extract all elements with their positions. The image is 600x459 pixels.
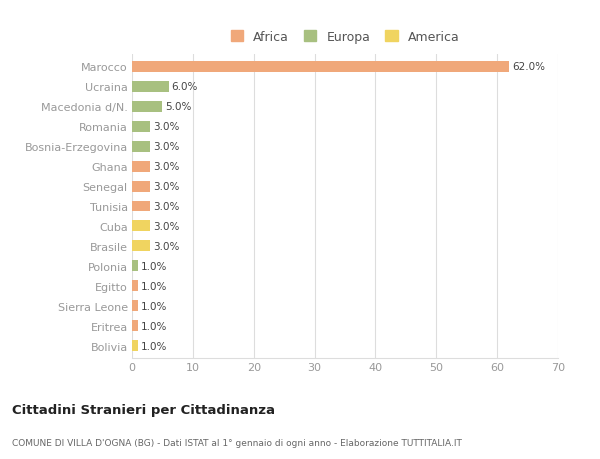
Bar bbox=[132, 161, 150, 172]
Text: COMUNE DI VILLA D'OGNA (BG) - Dati ISTAT al 1° gennaio di ogni anno - Elaborazio: COMUNE DI VILLA D'OGNA (BG) - Dati ISTAT… bbox=[12, 438, 462, 447]
Legend: Africa, Europa, America: Africa, Europa, America bbox=[230, 31, 460, 44]
Text: 1.0%: 1.0% bbox=[141, 281, 167, 291]
Text: 1.0%: 1.0% bbox=[141, 341, 167, 351]
Bar bbox=[132, 201, 150, 212]
Text: 3.0%: 3.0% bbox=[154, 162, 179, 172]
Text: 1.0%: 1.0% bbox=[141, 321, 167, 331]
Text: 3.0%: 3.0% bbox=[154, 202, 179, 212]
Text: 3.0%: 3.0% bbox=[154, 142, 179, 152]
Text: Cittadini Stranieri per Cittadinanza: Cittadini Stranieri per Cittadinanza bbox=[12, 403, 275, 416]
Bar bbox=[132, 341, 138, 352]
Text: 3.0%: 3.0% bbox=[154, 222, 179, 231]
Bar bbox=[132, 141, 150, 152]
Text: 6.0%: 6.0% bbox=[172, 82, 198, 92]
Bar bbox=[132, 181, 150, 192]
Bar bbox=[132, 82, 169, 92]
Bar bbox=[132, 62, 509, 73]
Bar bbox=[132, 121, 150, 132]
Text: 1.0%: 1.0% bbox=[141, 261, 167, 271]
Bar bbox=[132, 321, 138, 331]
Text: 5.0%: 5.0% bbox=[166, 102, 192, 112]
Text: 3.0%: 3.0% bbox=[154, 241, 179, 252]
Text: 1.0%: 1.0% bbox=[141, 301, 167, 311]
Bar bbox=[132, 261, 138, 272]
Text: 3.0%: 3.0% bbox=[154, 122, 179, 132]
Bar bbox=[132, 281, 138, 292]
Bar bbox=[132, 241, 150, 252]
Text: 3.0%: 3.0% bbox=[154, 182, 179, 191]
Bar bbox=[132, 301, 138, 312]
Text: 62.0%: 62.0% bbox=[512, 62, 545, 72]
Bar bbox=[132, 221, 150, 232]
Bar bbox=[132, 101, 163, 112]
